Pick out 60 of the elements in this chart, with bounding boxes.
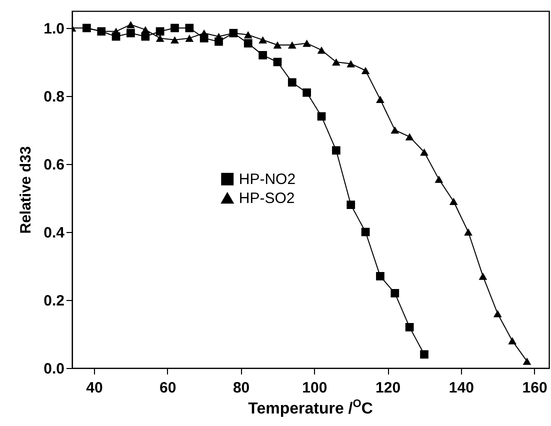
point <box>156 34 164 42</box>
point <box>376 96 384 104</box>
point <box>185 24 194 32</box>
point <box>346 200 356 209</box>
legend-label: HP-SO2 <box>238 190 295 208</box>
point <box>288 78 296 87</box>
y-tick-label: 0.6 <box>44 156 64 174</box>
point <box>390 289 400 298</box>
point <box>420 148 428 156</box>
point <box>361 66 370 74</box>
point <box>288 41 296 49</box>
point <box>244 31 252 38</box>
point <box>332 58 340 66</box>
point <box>200 29 208 37</box>
point <box>522 358 532 365</box>
point <box>464 228 472 236</box>
point <box>390 126 400 134</box>
point <box>302 88 312 97</box>
x-tick-label: 120 <box>376 380 401 396</box>
point <box>273 41 282 49</box>
x-tick-label: 60 <box>160 380 176 396</box>
x-axis-title: Temperature /$^{O}$C <box>247 398 374 418</box>
point <box>302 40 312 47</box>
point <box>317 46 326 54</box>
legend-label: HP-NO2 <box>238 171 296 188</box>
y-tick-label: 0.4 <box>44 224 66 242</box>
point <box>185 34 194 42</box>
point <box>420 350 428 359</box>
point <box>361 228 370 236</box>
point <box>170 24 179 32</box>
y-tick-label: 0.8 <box>44 88 64 106</box>
point <box>346 60 356 68</box>
point <box>156 27 164 36</box>
y-tick-label: 1.0 <box>44 20 64 38</box>
point <box>258 51 267 60</box>
point <box>273 58 282 66</box>
point <box>332 146 340 155</box>
point <box>141 26 150 34</box>
point <box>126 28 135 38</box>
point <box>434 176 444 183</box>
point <box>317 112 326 121</box>
x-tick-label: 40 <box>86 380 103 396</box>
y-axis-title: Relative d33 <box>18 146 35 234</box>
point <box>449 198 458 206</box>
x-tick-label: 140 <box>448 380 474 396</box>
x-tick-label: 80 <box>232 380 250 396</box>
point <box>170 36 179 44</box>
point <box>405 323 414 332</box>
point <box>478 272 488 280</box>
x-tick-label: 100 <box>302 380 328 396</box>
point <box>508 337 516 344</box>
point <box>493 310 502 318</box>
point <box>376 272 384 280</box>
point <box>405 133 414 140</box>
point <box>258 36 267 44</box>
x-tick-label: 160 <box>522 380 548 396</box>
y-tick-label: 0.0 <box>44 360 64 378</box>
point <box>126 20 135 28</box>
y-tick-label: 0.2 <box>44 292 64 310</box>
point <box>244 39 252 48</box>
